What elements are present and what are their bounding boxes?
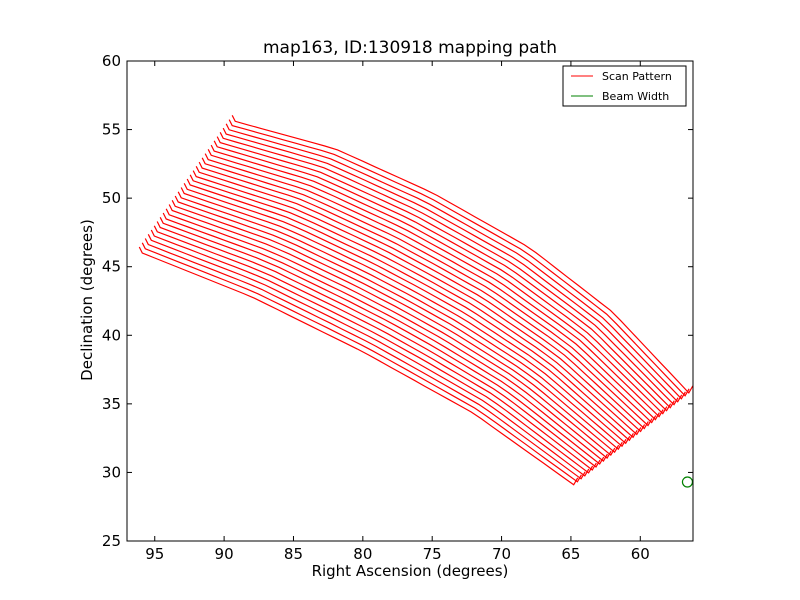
scan-line [183,183,634,442]
x-tick-label: 65 [561,545,580,563]
x-axis: 95 90 85 80 75 70 65 60 [145,61,650,563]
scan-line [150,229,594,474]
y-tick-label: 60 [102,52,121,70]
beam-width-markers [681,476,694,488]
y-tick-label: 35 [102,395,121,413]
scan-line [153,225,597,471]
legend-beam-width-label: Beam Width [602,90,669,103]
x-tick-label: 95 [145,545,164,563]
scan-line [198,161,653,427]
scan-line [189,174,642,436]
y-axis: 25 30 35 40 45 50 55 60 [102,52,693,550]
scan-line [159,217,605,465]
scan-line [138,246,579,486]
scan-line [165,208,612,460]
scan-line [228,119,690,397]
legend-scan-pattern-label: Scan Pattern [602,70,672,83]
scan-line [222,127,683,403]
chart-title: map163, ID:130918 mapping path [263,38,557,58]
scan-line [162,212,608,463]
legend[interactable]: Scan Pattern Beam Width [562,65,687,107]
y-axis-label: Declination (degrees) [78,219,96,381]
x-tick-label: 70 [492,545,511,563]
scan-line [177,191,627,448]
scan-pattern-lines [138,115,693,486]
scan-line [186,178,638,439]
y-tick-label: 50 [102,189,121,207]
scan-line [171,200,620,454]
x-tick-label: 75 [423,545,442,563]
y-tick-label: 30 [102,463,121,481]
plot-frame [126,60,694,542]
scan-line [144,238,586,480]
scan-line [231,115,693,394]
scan-line [207,149,664,418]
scan-line [180,187,631,445]
y-tick-label: 25 [102,532,121,550]
scan-line [201,157,657,424]
x-tick-label: 90 [215,545,234,563]
y-tick-label: 55 [102,121,121,139]
x-axis-label: Right Ascension (degrees) [312,562,509,580]
scan-line [168,204,616,457]
scan-line [225,123,686,400]
x-tick-label: 80 [353,545,372,563]
y-tick-label: 40 [102,326,121,344]
beam-width-point [681,476,694,488]
plot-area [126,60,694,542]
y-tick-label: 45 [102,258,121,276]
scan-line [213,140,672,412]
legend-box [562,65,687,107]
scan-line [174,195,623,451]
scan-line [147,234,590,477]
scan-line [204,153,660,421]
scan-line [210,144,668,415]
scan-line [219,132,679,406]
x-tick-label: 85 [284,545,303,563]
scan-line [156,221,601,468]
scan-line [195,166,649,430]
scan-line [141,242,582,483]
scan-line [216,136,675,409]
scan-line [192,170,646,433]
x-tick-label: 60 [631,545,650,563]
